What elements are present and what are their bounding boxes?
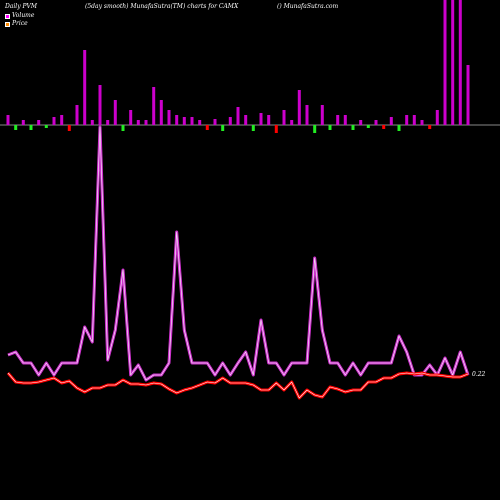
volume-bar [267,115,271,125]
volume-bar [228,117,232,125]
volume-bar [106,120,110,125]
volume-bar [144,120,148,125]
volume-bar [152,87,156,125]
volume-bar [366,125,370,128]
volume-bar [336,115,340,125]
volume-bar [305,105,309,125]
volume-bar [320,105,324,125]
volume-bar [83,50,87,125]
volume-bar [466,65,470,125]
volume-bar [205,125,209,130]
volume-bar [221,125,225,131]
series-lines [6,125,470,400]
volume-bar [136,120,140,125]
legend-item-price: Price [5,20,34,28]
volume-bar [67,125,71,131]
volume-bar [21,120,25,125]
volume-bar [389,117,393,125]
volume-bar [244,115,248,125]
volume-bar [236,107,240,125]
volume-bar [190,117,194,125]
volume-bar [90,120,94,125]
legend: Volume Price [5,12,34,28]
volume-bar [6,115,10,125]
volume-bar [290,120,294,125]
volume-bar [198,120,202,125]
price-line [6,371,469,400]
volume-bar [182,117,186,125]
volume-bar [37,120,41,125]
volume-bar [129,110,133,125]
volume-bar [412,115,416,125]
volume-bar [75,105,79,125]
legend-swatch-price [5,21,10,27]
volume-bar [420,120,424,125]
volume-bar [52,117,56,125]
volume-bar [343,115,347,125]
pvm-line-core [7,126,469,381]
volume-bar [259,113,263,125]
volume-bar [435,110,439,125]
price-line-core [7,372,469,399]
header-title-center: (5day smooth) MunafaSutra(TM) charts for… [85,3,239,10]
pvm-line [7,125,470,382]
legend-label-price: Price [12,20,28,27]
volume-bar [98,85,102,125]
volume-bar [167,110,171,125]
volume-bar [121,125,125,131]
volume-bar [313,125,317,133]
volume-bar [44,125,48,128]
volume-bar [451,0,455,125]
volume-bar [374,120,378,125]
volume-bar [113,100,117,125]
volume-bar [397,125,401,131]
volume-bars [6,0,470,133]
volume-bar [405,115,409,125]
volume-bar [351,125,355,130]
volume-bar [159,100,163,125]
volume-bar [458,0,462,125]
volume-bar [428,125,432,129]
volume-bar [175,115,179,125]
volume-bar [382,125,386,129]
volume-bar [29,125,33,130]
legend-label-volume: Volume [12,12,35,19]
price-value-label: 0.22 [472,371,486,378]
volume-bar [297,90,301,125]
volume-bar [251,125,255,131]
volume-bar [328,125,332,130]
header-title-right: () MunafaSutra.com [277,3,339,10]
volume-bar [14,125,18,130]
volume-bar [359,120,363,125]
header-title-left: Daily PVM [5,3,38,10]
volume-bar [213,119,217,125]
legend-item-volume: Volume [5,12,34,20]
volume-bar [443,0,447,125]
volume-bar [60,115,64,125]
volume-bar [282,110,286,125]
volume-bar [274,125,278,133]
legend-swatch-volume [5,13,10,19]
